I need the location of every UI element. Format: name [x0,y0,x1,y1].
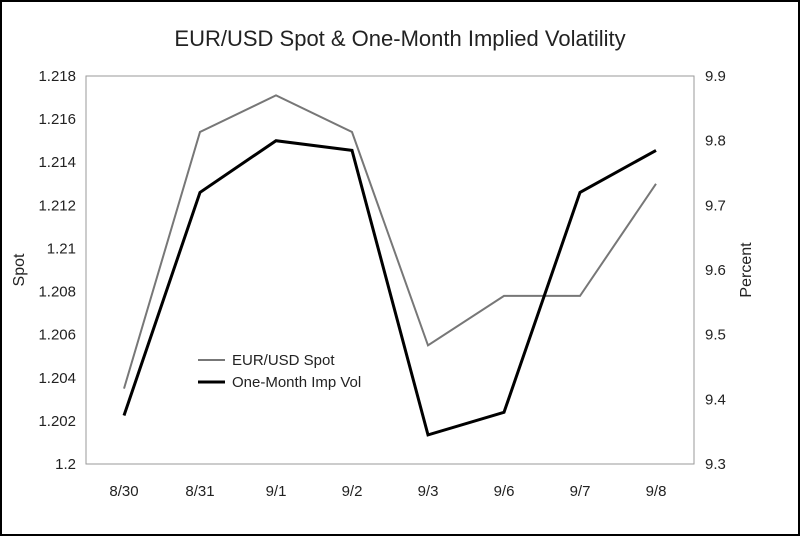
legend-label-imp-vol: One-Month Imp Vol [232,374,361,391]
right-tick-label: 9.4 [705,391,726,408]
left-tick-label: 1.214 [38,154,76,171]
right-tick-label: 9.7 [705,197,726,214]
series-lines [122,94,657,437]
right-tick-label: 9.6 [705,262,726,279]
left-tick-label: 1.202 [38,413,76,430]
legend: EUR/USD Spot One-Month Imp Vol [198,352,361,391]
legend-label-spot: EUR/USD Spot [232,352,335,369]
left-axis-title: Spot [11,253,28,286]
left-tick-label: 1.216 [38,111,76,128]
left-axis-ticks: 1.2 1.202 1.204 1.206 1.208 1.21 1.212 1.214 1.2… [38,68,76,473]
x-tick-label: 9/2 [342,483,363,500]
left-tick-label: 1.208 [38,284,76,301]
x-axis-ticks: 8/30 8/31 9/1 9/2 9/3 9/6 9/7 9/8 [109,483,666,500]
x-tick-label: 9/3 [418,483,439,500]
x-tick-label: 8/31 [185,483,214,500]
left-tick-label: 1.206 [38,327,76,344]
x-tick-label: 9/1 [266,483,287,500]
x-tick-label: 9/6 [494,483,515,500]
left-tick-label: 1.204 [38,370,76,387]
left-tick-label: 1.21 [47,240,76,257]
left-tick-label: 1.218 [38,68,76,85]
x-tick-label: 8/30 [109,483,138,500]
right-tick-label: 9.3 [705,456,726,473]
plot-area [85,75,695,465]
chart-title: EUR/USD Spot & One-Month Implied Volatil… [174,26,626,51]
series-line-imp-vol [122,139,657,437]
left-tick-label: 1.2 [55,456,76,473]
left-tick-label: 1.212 [38,197,76,214]
right-tick-label: 9.8 [705,133,726,150]
right-tick-label: 9.9 [705,68,726,85]
x-tick-label: 9/7 [570,483,591,500]
series-line-spot [123,94,657,389]
right-axis-ticks: 9.3 9.4 9.5 9.6 9.7 9.8 9.9 [705,68,726,473]
x-tick-label: 9/8 [646,483,667,500]
right-tick-label: 9.5 [705,327,726,344]
right-axis-title: Percent [738,242,755,298]
